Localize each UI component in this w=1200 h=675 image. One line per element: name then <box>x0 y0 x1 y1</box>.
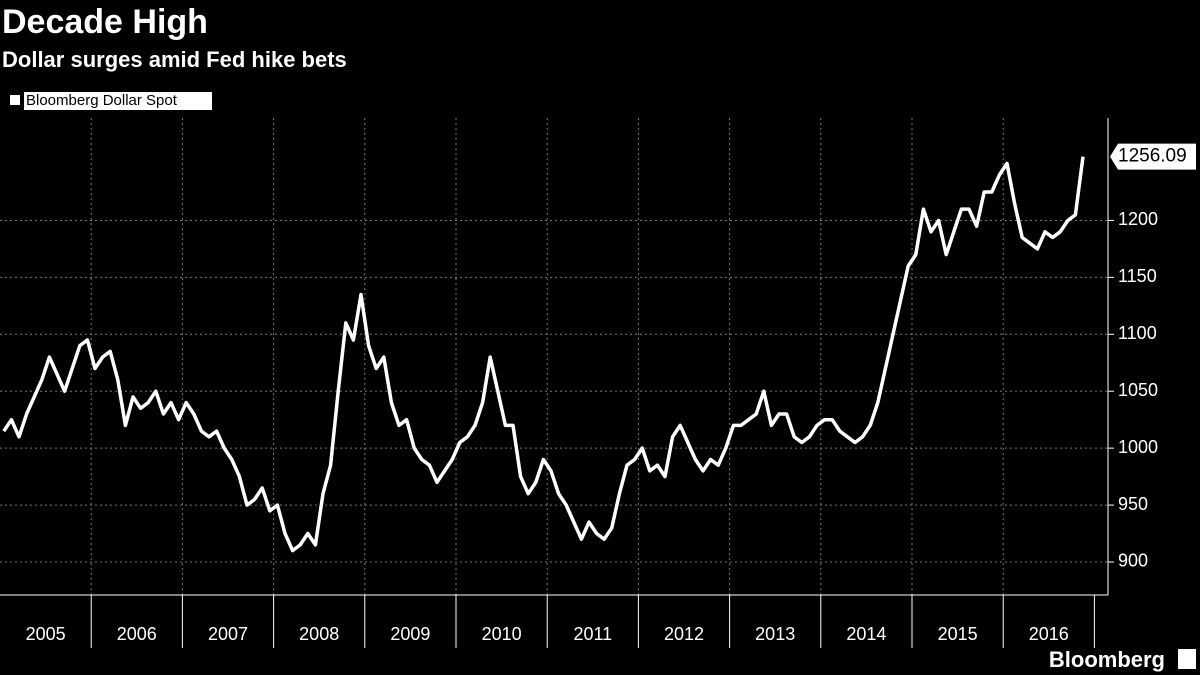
x-tick-label: 2008 <box>299 624 339 644</box>
x-tick-label: 2009 <box>390 624 430 644</box>
y-tick-label: 1050 <box>1118 380 1158 400</box>
x-tick-label: 2006 <box>117 624 157 644</box>
x-tick-label: 2010 <box>482 624 522 644</box>
y-tick-label: 1000 <box>1118 437 1158 457</box>
chart-title: Decade High <box>2 3 208 41</box>
legend-label: Bloomberg Dollar Spot <box>26 92 178 109</box>
last-value-box <box>1110 143 1196 170</box>
y-tick-label: 1200 <box>1118 209 1158 229</box>
last-value-label: 1256.09 <box>1118 146 1187 167</box>
y-tick-label: 900 <box>1118 551 1148 571</box>
x-tick-label: 2013 <box>755 624 795 644</box>
data-line <box>2 156 1085 553</box>
y-tick-label: 950 <box>1118 494 1148 514</box>
logo-icon <box>1178 649 1196 669</box>
chart-subtitle: Dollar surges amid Fed hike bets <box>2 47 347 72</box>
x-tick-label: 2015 <box>938 624 978 644</box>
legend-box <box>24 92 212 110</box>
x-tick-label: 2007 <box>208 624 248 644</box>
y-tick-label: 1100 <box>1118 323 1157 343</box>
y-tick-label: 1150 <box>1118 266 1157 286</box>
x-tick-label: 2016 <box>1029 624 1069 644</box>
legend-swatch <box>10 95 20 105</box>
x-tick-label: 2014 <box>846 624 886 644</box>
x-tick-label: 2011 <box>573 624 612 644</box>
x-tick-label: 2005 <box>26 624 66 644</box>
source: Bloomberg <box>1049 647 1165 672</box>
x-tick-label: 2012 <box>664 624 704 644</box>
